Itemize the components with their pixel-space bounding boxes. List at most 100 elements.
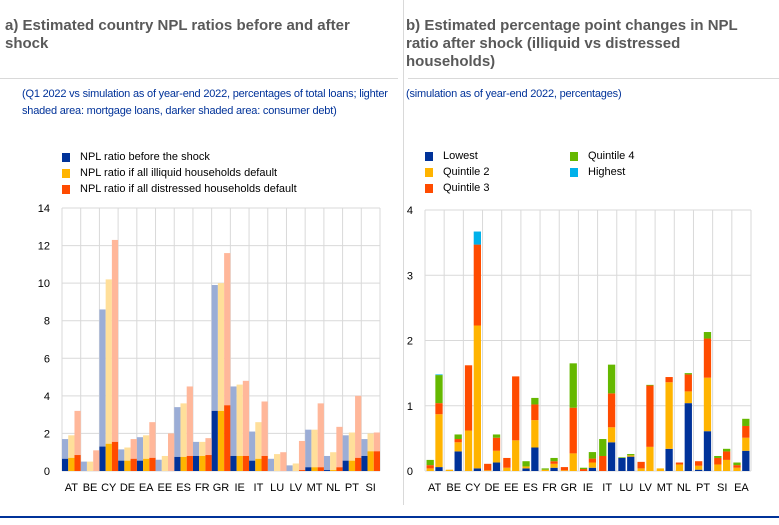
x-tick-label: BE — [83, 482, 98, 494]
y-tick-label: 2 — [407, 336, 413, 348]
x-tick-label: ES — [176, 482, 191, 494]
x-tick-label: SI — [717, 482, 727, 494]
y-tick-label: 12 — [38, 241, 50, 253]
chart-a-subtitle: (Q1 2022 vs simulation as of year-end 20… — [22, 88, 388, 117]
bar-distressed-CY-q5 — [473, 231, 481, 245]
bar-distressed-LU-q1 — [627, 456, 635, 471]
legend-item: Quintile 3 — [425, 180, 570, 196]
legend-label: Quintile 3 — [443, 182, 490, 194]
x-tick-label: IT — [602, 482, 612, 494]
bar-distressed-IE-q4 — [588, 452, 597, 459]
legend-swatch — [425, 151, 433, 161]
bar-mortgage-PT — [342, 435, 349, 461]
bar-illiquid-GR-q2 — [560, 470, 569, 471]
bar-distressed-NL-q2 — [684, 391, 692, 404]
bar-consumer-IE — [242, 455, 250, 471]
bar-distressed-EA-q3 — [742, 425, 750, 438]
bar-mortgage-SI — [367, 433, 374, 452]
legend-swatch-yellow — [62, 168, 70, 178]
bar-illiquid-ES-q1 — [522, 468, 530, 471]
legend-label: NPL ratio if all illiquid households def… — [80, 167, 278, 179]
bar-distressed-FR-q1 — [550, 467, 558, 471]
y-tick-label: 6 — [44, 353, 50, 365]
bar-distressed-AT-q1 — [435, 467, 443, 471]
x-tick-label: IE — [235, 482, 245, 494]
y-tick-label: 10 — [38, 278, 50, 290]
bar-illiquid-EA-q4 — [733, 462, 741, 466]
bar-illiquid-DE-q2 — [484, 470, 492, 471]
x-tick-label: LV — [639, 482, 652, 494]
bar-distressed-NL-q3 — [684, 374, 692, 392]
bar-illiquid-FR-q4 — [541, 468, 549, 470]
bar-illiquid-EE-q3 — [503, 457, 511, 468]
bar-distressed-IT-q2 — [607, 427, 616, 443]
x-tick-label: EE — [504, 482, 519, 494]
panel-divider — [403, 0, 404, 505]
bar-mortgage-SI — [373, 432, 380, 452]
legend-item: Lowest — [425, 148, 570, 164]
bar-mortgage-BE — [80, 461, 87, 471]
bar-consumer-CY — [105, 443, 112, 471]
bar-mortgage-EE — [155, 459, 162, 471]
x-tick-label: EA — [734, 482, 749, 494]
bar-distressed-DE-q2 — [492, 450, 501, 463]
bar-distressed-PT-q1 — [703, 431, 712, 471]
bar-mortgage-EE — [168, 433, 175, 471]
bar-mortgage-IT — [261, 401, 268, 456]
bar-distressed-PT-q3 — [703, 338, 712, 378]
bar-illiquid-EE-q2 — [503, 467, 511, 471]
bar-consumer-FR — [199, 455, 206, 471]
x-tick-label: FR — [542, 482, 557, 494]
bar-mortgage-ES — [174, 407, 181, 457]
bar-illiquid-NL-q2 — [675, 464, 684, 471]
bar-consumer-SI — [367, 451, 374, 471]
bar-mortgage-AT — [74, 410, 81, 456]
bar-illiquid-AT-q3 — [426, 465, 434, 469]
bar-illiquid-IT-q3 — [599, 455, 607, 471]
bar-mortgage-FR — [199, 441, 206, 456]
bar-distressed-FR-q4 — [550, 457, 558, 462]
bar-mortgage-IE — [236, 384, 243, 456]
bar-illiquid-PT-q2 — [695, 465, 703, 470]
bar-mortgage-NL — [336, 426, 343, 468]
divider — [408, 78, 779, 79]
bar-distressed-GR-q2 — [569, 453, 577, 471]
legend-item: NPL ratio before the shock — [62, 149, 297, 165]
bar-consumer-ES — [180, 456, 187, 471]
legend-swatch-blue — [62, 152, 70, 162]
x-tick-label: MT — [307, 482, 323, 494]
bar-consumer-MT — [305, 467, 312, 471]
bar-mortgage-FR — [192, 441, 200, 456]
bar-distressed-EA-q4 — [742, 418, 750, 426]
bar-illiquid-LV-q3 — [637, 461, 645, 469]
x-tick-label: EA — [139, 482, 154, 494]
bar-mortgage-CY — [99, 309, 106, 447]
bar-illiquid-AT-q2 — [426, 468, 434, 471]
legend-label: Quintile 2 — [443, 166, 490, 178]
chart-b-subtitle: (simulation as of year-end 2022, percent… — [406, 88, 622, 100]
bar-consumer-ES — [186, 455, 193, 471]
bar-distressed-IT-q4 — [607, 364, 616, 394]
bar-distressed-BE-q1 — [454, 451, 462, 471]
legend-swatch — [425, 167, 433, 177]
x-tick-label: AT — [428, 482, 442, 494]
y-tick-label: 8 — [44, 316, 50, 328]
bar-mortgage-EA — [136, 437, 144, 461]
bar-consumer-NL — [330, 470, 337, 471]
chart-a-legend: NPL ratio before the shock NPL ratio if … — [62, 149, 297, 197]
bar-distressed-FR-q2 — [550, 463, 558, 468]
bar-illiquid-EA-q2 — [733, 467, 741, 471]
x-tick-label: NL — [326, 482, 340, 494]
bar-mortgage-AT — [62, 439, 69, 459]
bar-consumer-FR — [205, 455, 212, 471]
bar-distressed-IE-q1 — [588, 467, 597, 471]
x-tick-label: PT — [696, 482, 710, 494]
bar-mortgage-GR — [224, 253, 231, 406]
bar-mortgage-GR — [211, 285, 218, 411]
x-tick-label: AT — [65, 482, 79, 494]
bar-distressed-ES-q4 — [531, 397, 539, 405]
bar-consumer-PT — [342, 460, 349, 471]
legend-item: Highest — [570, 164, 715, 180]
bar-distressed-CY-q3 — [473, 244, 481, 326]
bar-mortgage-LU — [280, 452, 287, 471]
